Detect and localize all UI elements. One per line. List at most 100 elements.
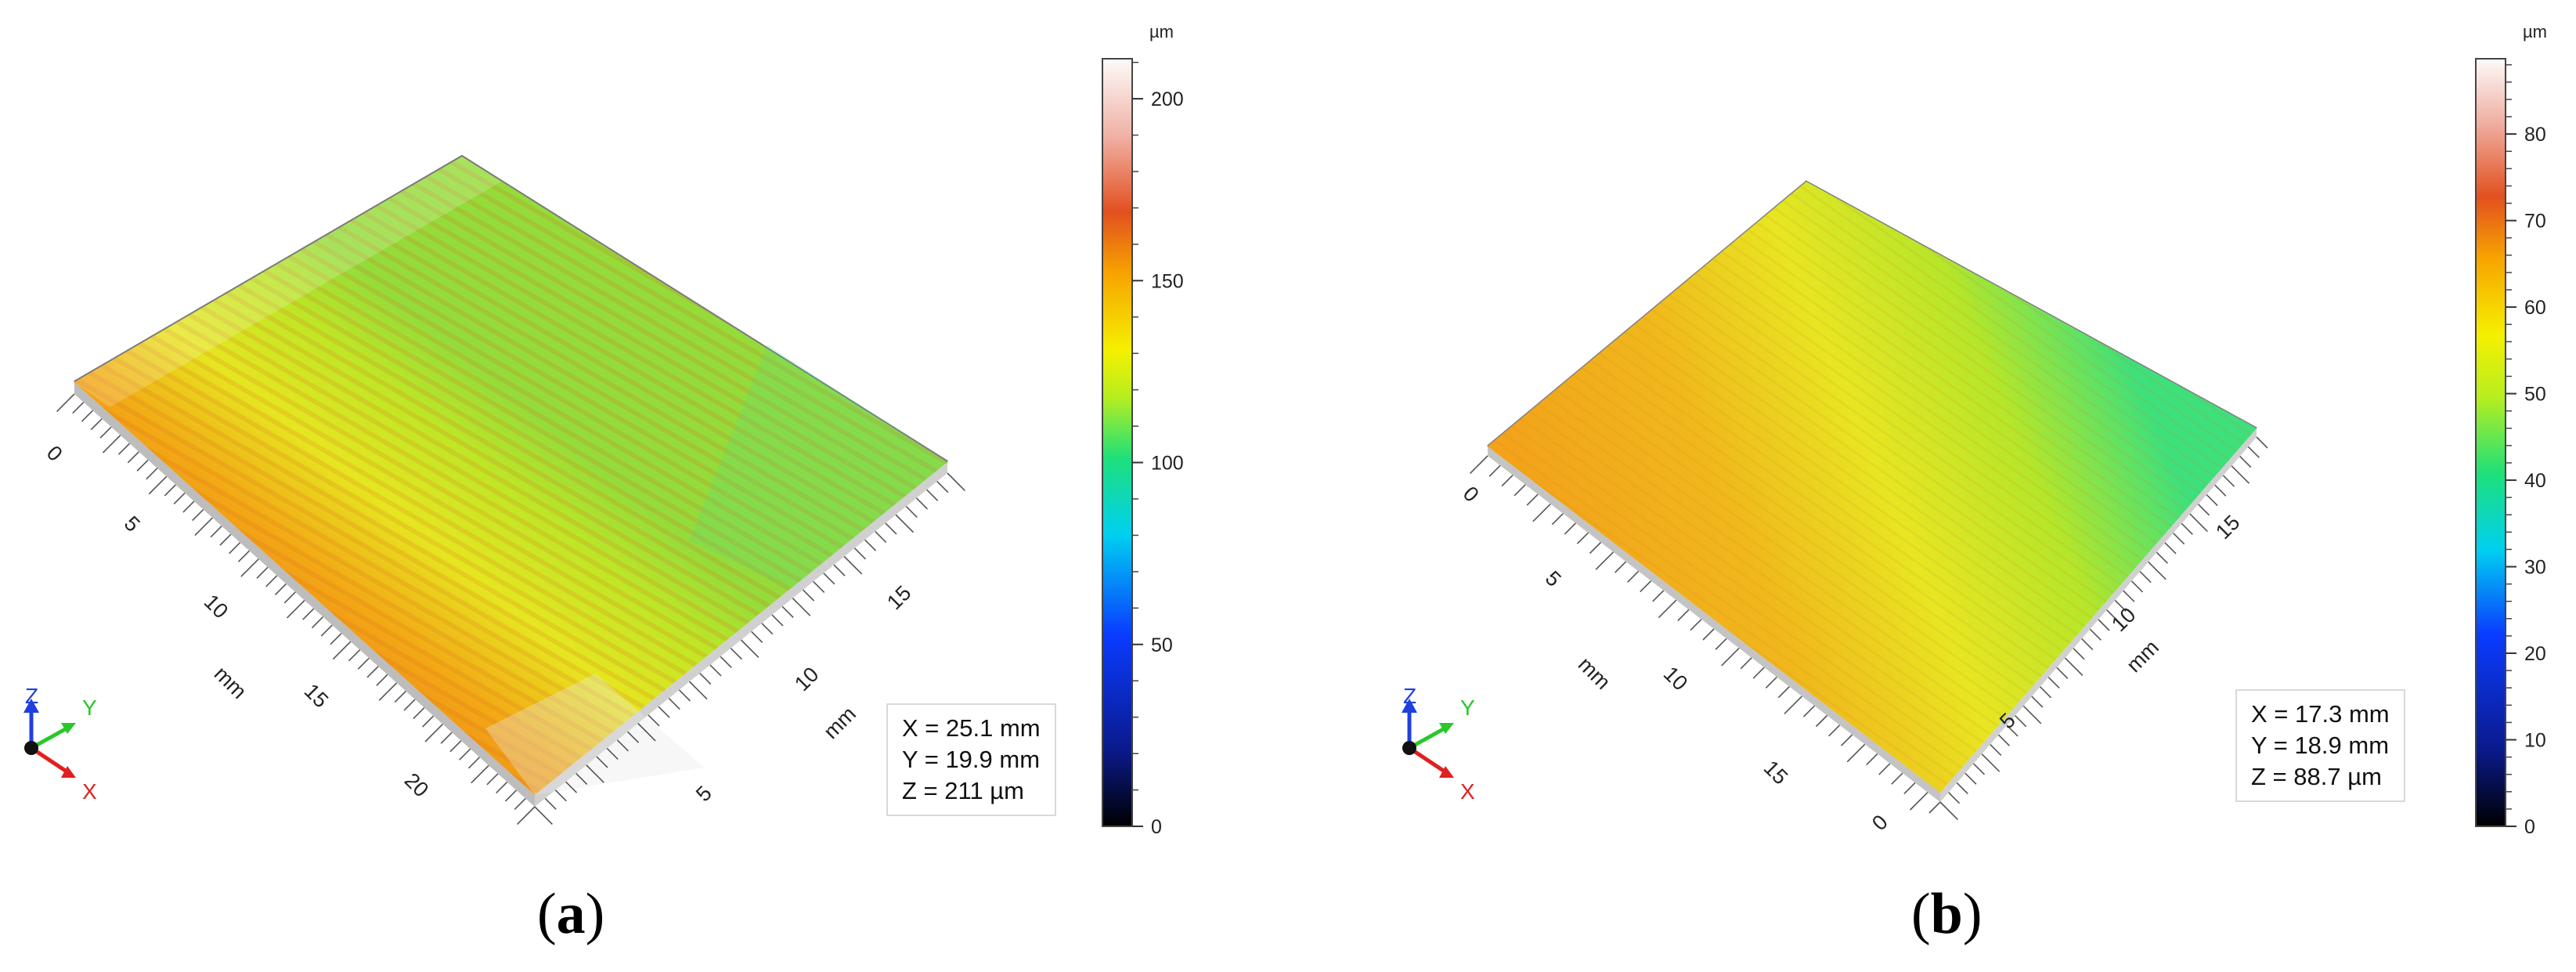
x-tick-label: 20 — [400, 768, 433, 801]
axis-tick — [496, 781, 508, 793]
x-tick-label: 10 — [1659, 662, 1692, 695]
triad-x-arrowhead — [61, 766, 76, 778]
axis-tick — [2031, 696, 2044, 708]
axis-tick — [720, 656, 732, 668]
colorbar-tick-label: 60 — [2524, 297, 2546, 319]
axis-tick — [2015, 715, 2027, 728]
axis-tick — [1513, 484, 1526, 497]
axis-tick — [1846, 743, 1866, 763]
triad-z-arrowhead — [1402, 699, 1417, 713]
axis-tick — [1715, 638, 1727, 650]
axis-tick — [330, 633, 342, 645]
axis-tick — [2148, 561, 2167, 580]
axis-tick — [2181, 522, 2193, 535]
axis-tick — [459, 748, 471, 761]
axis-tick — [864, 539, 877, 551]
axis-tick — [2022, 705, 2042, 724]
x-tick-label: 15 — [300, 679, 333, 712]
axis-tick — [449, 740, 462, 753]
axis-tick — [2114, 599, 2127, 612]
axis-tick — [504, 790, 518, 802]
axis-tick — [1815, 714, 1828, 728]
axis-tick — [915, 497, 929, 510]
axis-tick — [751, 631, 763, 643]
axis-tick — [219, 533, 232, 546]
axis-tick — [229, 542, 241, 555]
axis-tick — [2214, 484, 2227, 497]
axis-ticks-a — [56, 393, 965, 825]
axis-tick — [1827, 724, 1841, 737]
axis-tick — [1981, 753, 2001, 772]
dimension-x: X = 17.3 mm — [2251, 700, 2390, 728]
colorbar-tick-label: 30 — [2524, 557, 2546, 579]
x-tick-label: 0 — [1459, 482, 1484, 507]
axis-tick — [936, 481, 949, 493]
triad-y-arrowhead — [61, 723, 76, 734]
axis-tick — [424, 724, 443, 743]
axis-tick — [616, 739, 629, 752]
axis-tick — [740, 639, 759, 658]
surface-texture — [1488, 182, 2257, 793]
axis-tick — [302, 608, 315, 620]
y-tick-label: 10 — [2107, 603, 2140, 636]
surface-plot-a: 0 5 10 15 20 mm 5 10 15 mm Z Y X — [23, 22, 1184, 838]
colorbar-a: µm 200 150 100 50 0 — [1102, 22, 1184, 838]
axis-tick — [648, 714, 660, 727]
axis-tick — [1526, 493, 1539, 506]
axis-tick — [1721, 647, 1740, 667]
axis-tick — [2064, 657, 2084, 677]
axis-tick — [1990, 743, 2002, 756]
axis-tick — [905, 506, 918, 519]
axis-tick — [586, 764, 604, 783]
axis-tick — [1972, 763, 1986, 775]
axis-tick — [2047, 677, 2060, 689]
surface-edge-speckles — [74, 157, 501, 407]
y-axis-unit: mm — [2122, 635, 2163, 677]
axis-tick — [1658, 599, 1677, 619]
axis-tick — [947, 472, 965, 491]
triad-origin — [1402, 741, 1416, 755]
y-tick-label: 0 — [1867, 810, 1892, 835]
x-axis-unit: mm — [1574, 652, 1615, 694]
axis-tick — [1903, 782, 1916, 795]
y-axis-unit: mm — [819, 702, 860, 743]
axis-tick — [320, 624, 333, 637]
axis-tick — [1841, 734, 1853, 746]
axis-tick — [1866, 753, 1878, 766]
colorbar-tick-label: 0 — [1151, 816, 1162, 838]
axis-tick — [678, 689, 691, 702]
axis-triad-a: Z Y X — [23, 684, 97, 804]
colorbar-gradient — [2475, 58, 2506, 827]
axis-tick — [1640, 580, 1652, 593]
axis-tick — [853, 547, 866, 560]
axis-tick — [1765, 676, 1777, 688]
axis-tick — [413, 706, 425, 720]
axis-tick — [192, 508, 204, 522]
axis-tick — [1551, 513, 1564, 526]
axis-tick — [422, 715, 435, 728]
dimension-z: Z = 211 µm — [902, 777, 1024, 804]
axis-tick — [875, 530, 887, 544]
axis-tick — [544, 797, 557, 810]
axis-tick — [565, 781, 578, 793]
triad-y-label: Y — [1460, 696, 1475, 720]
axis-tick — [357, 657, 370, 670]
axis-tick — [287, 599, 305, 619]
axis-tick — [467, 757, 481, 769]
triad-y-arrowhead — [1439, 723, 1454, 734]
colorbar-tick-label: 0 — [2524, 816, 2535, 838]
axis-tick — [1652, 590, 1665, 602]
axis-tick — [1677, 609, 1690, 622]
axis-tick — [378, 682, 398, 701]
axis-tick — [81, 410, 94, 422]
axis-tick — [237, 550, 251, 562]
caption-letter: b — [1930, 882, 1963, 946]
axis-tick — [265, 575, 278, 587]
axis-tick — [2156, 551, 2168, 564]
y-tick-label: 15 — [2211, 511, 2244, 544]
axis-tick — [56, 393, 75, 412]
caption-b: (b) — [1911, 882, 1983, 946]
axis-tick — [2106, 609, 2125, 628]
axis-tick — [781, 605, 794, 618]
surface-wall-front — [1488, 446, 1940, 802]
